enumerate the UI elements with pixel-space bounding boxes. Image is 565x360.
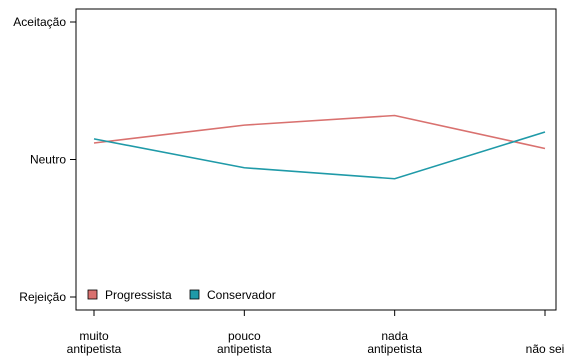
legend-swatch-conservador xyxy=(189,289,200,300)
plot-frame xyxy=(75,8,557,311)
x-tick-label: muito antipetista xyxy=(67,329,122,356)
series-layer xyxy=(93,114,546,180)
legend-swatch-progressista xyxy=(87,289,98,300)
y-tick-label: Neutro xyxy=(30,153,66,167)
chart-axes: Rejeição Neutro Aceitação muito antipetista p… xyxy=(13,8,565,356)
legend-label-conservador: Conservador xyxy=(207,288,276,302)
x-tick-label: não sei xyxy=(526,342,565,356)
series-line-conservador xyxy=(93,131,546,180)
series-line-progressista xyxy=(93,114,546,150)
legend-label-progressista: Progressista xyxy=(105,288,172,302)
y-tick-label: Aceitação xyxy=(13,15,66,29)
legend: Progressista Conservador xyxy=(87,288,276,302)
x-tick-label: pouco antipetista xyxy=(217,329,272,356)
y-tick-label: Rejeição xyxy=(19,290,66,304)
x-tick-label: nada antipetista xyxy=(367,329,422,356)
